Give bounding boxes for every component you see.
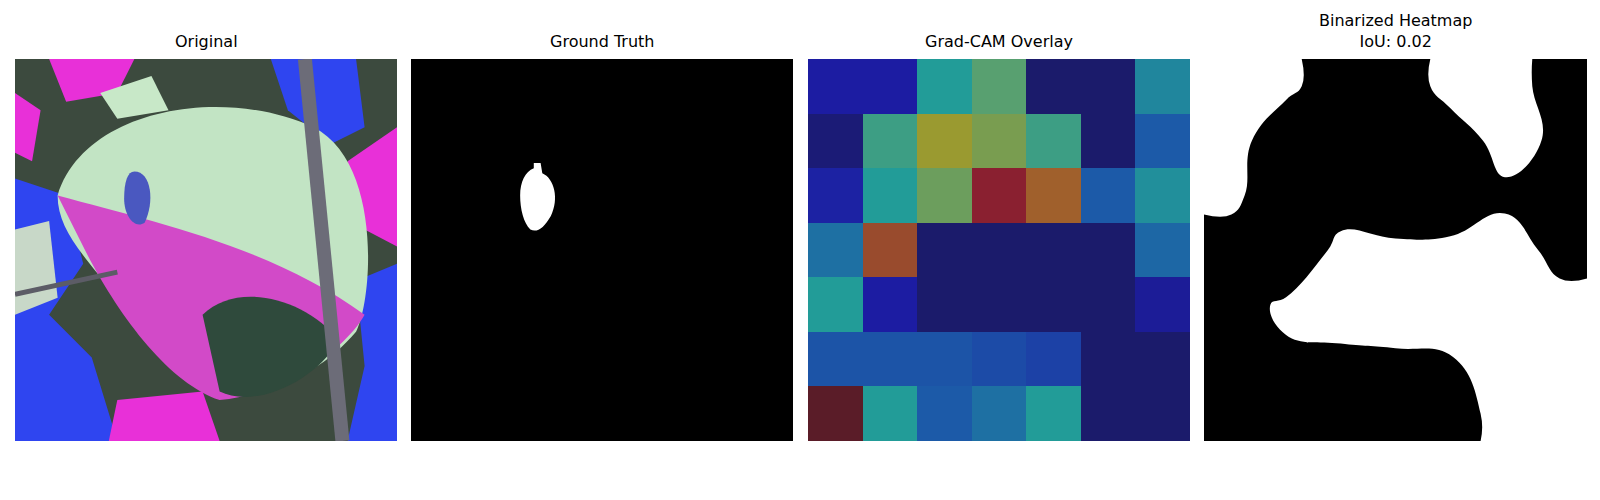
svg-text:Grad-CAM Overlay: Grad-CAM Overlay [925,32,1073,51]
svg-text:Binarized HeatmapIoU: 0.02: Binarized HeatmapIoU: 0.02 [1319,11,1472,51]
svg-text:Ground Truth: Ground Truth [550,32,655,51]
svg-text:Original: Original [175,32,238,51]
